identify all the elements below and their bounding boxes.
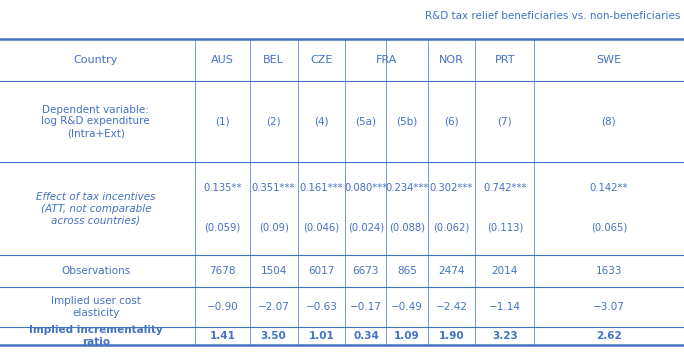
Text: (0.046): (0.046) — [304, 223, 339, 233]
Text: Observations: Observations — [61, 266, 131, 276]
Text: (6): (6) — [444, 117, 459, 126]
Text: 1633: 1633 — [596, 266, 622, 276]
Text: −0.17: −0.17 — [350, 302, 382, 312]
Text: 0.161***: 0.161*** — [300, 183, 343, 193]
Text: 1.01: 1.01 — [308, 331, 334, 341]
Text: PRT: PRT — [495, 55, 515, 65]
Text: (0.024): (0.024) — [348, 223, 384, 233]
Text: 3.50: 3.50 — [261, 331, 287, 341]
Text: AUS: AUS — [211, 55, 234, 65]
Text: (0.059): (0.059) — [205, 223, 240, 233]
Text: 0.142**: 0.142** — [590, 183, 628, 193]
Text: 0.34: 0.34 — [353, 331, 379, 341]
Text: FRA: FRA — [376, 55, 397, 65]
Text: −2.07: −2.07 — [258, 302, 289, 312]
Text: 2.62: 2.62 — [596, 331, 622, 341]
Text: (4): (4) — [314, 117, 329, 126]
Text: (0.09): (0.09) — [259, 223, 289, 233]
Text: (0.113): (0.113) — [487, 223, 523, 233]
Text: Implied incrementality
ratio: Implied incrementality ratio — [29, 325, 163, 347]
Text: (1): (1) — [215, 117, 230, 126]
Text: 1504: 1504 — [261, 266, 287, 276]
Text: (0.088): (0.088) — [389, 223, 425, 233]
Text: −3.07: −3.07 — [593, 302, 624, 312]
Text: 0.135**: 0.135** — [203, 183, 241, 193]
Text: 1.09: 1.09 — [394, 331, 420, 341]
Text: 6017: 6017 — [308, 266, 334, 276]
Text: −0.90: −0.90 — [207, 302, 238, 312]
Text: BEL: BEL — [263, 55, 284, 65]
Text: 0.351***: 0.351*** — [252, 183, 295, 193]
Text: CZE: CZE — [311, 55, 332, 65]
Text: 3.23: 3.23 — [492, 331, 518, 341]
Text: −0.63: −0.63 — [306, 302, 337, 312]
Text: Implied user cost
elasticity: Implied user cost elasticity — [51, 296, 141, 318]
Text: 1.90: 1.90 — [438, 331, 464, 341]
Text: 0.234***: 0.234*** — [385, 183, 429, 193]
Text: 1.41: 1.41 — [209, 331, 235, 341]
Text: Effect of tax incentives
(ATT, not comparable
across countries): Effect of tax incentives (ATT, not compa… — [36, 192, 155, 225]
Text: (0.065): (0.065) — [591, 223, 627, 233]
Text: 0.080***: 0.080*** — [344, 183, 388, 193]
Text: 0.742***: 0.742*** — [483, 183, 527, 193]
Text: (0.062): (0.062) — [434, 223, 469, 233]
Text: Dependent variable:
log R&D expenditure
(Intra+Ext): Dependent variable: log R&D expenditure … — [42, 105, 150, 138]
Text: (7): (7) — [497, 117, 512, 126]
Text: (5b): (5b) — [396, 117, 418, 126]
Text: 6673: 6673 — [353, 266, 379, 276]
Text: 865: 865 — [397, 266, 417, 276]
Text: −0.49: −0.49 — [391, 302, 423, 312]
Text: 7678: 7678 — [209, 266, 235, 276]
Text: SWE: SWE — [596, 55, 621, 65]
Text: −2.42: −2.42 — [436, 302, 467, 312]
Text: (8): (8) — [601, 117, 616, 126]
Text: 0.302***: 0.302*** — [430, 183, 473, 193]
Text: Country: Country — [74, 55, 118, 65]
Text: 2014: 2014 — [492, 266, 518, 276]
Text: R&D tax relief beneficiaries vs. non-beneficiaries: R&D tax relief beneficiaries vs. non-ben… — [425, 11, 681, 20]
Text: (2): (2) — [266, 117, 281, 126]
Text: (5a): (5a) — [356, 117, 376, 126]
Text: −1.14: −1.14 — [489, 302, 521, 312]
Text: 2474: 2474 — [438, 266, 464, 276]
Text: NOR: NOR — [439, 55, 464, 65]
